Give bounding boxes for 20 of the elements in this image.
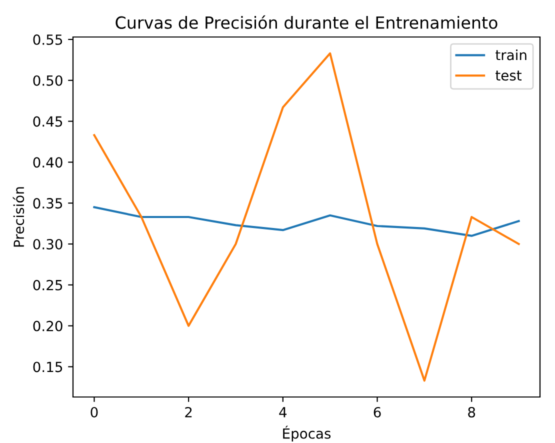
- y-axis-title: Precisión: [12, 187, 24, 247]
- y-tick-label: 0.30: [33, 238, 62, 250]
- x-tick-label: 2: [185, 406, 192, 418]
- y-tick-label: 0.25: [33, 280, 62, 290]
- x-tick-label: 4: [279, 407, 287, 418]
- legend-label: train: [496, 50, 526, 60]
- legend-label: test: [496, 70, 522, 81]
- y-tick-label: 0.35: [33, 198, 62, 209]
- x-tick-label: 0: [90, 406, 98, 418]
- x-axis-title: Épocas: [283, 426, 331, 442]
- chart-title: Curvas de Precisión durante el Entrenamiento: [116, 15, 498, 29]
- y-tick-label: 0.45: [33, 116, 62, 127]
- y-tick-label: 0.15: [33, 362, 62, 372]
- x-tick-label: 6: [374, 406, 381, 418]
- y-tick-label: 0.55: [33, 34, 62, 45]
- y-tick-label: 0.20: [33, 320, 62, 332]
- line-series: [93, 206, 520, 237]
- x-tick-label: 8: [468, 406, 476, 418]
- y-tick-label: 0.40: [33, 157, 62, 168]
- y-tick-label: 0.50: [33, 75, 62, 86]
